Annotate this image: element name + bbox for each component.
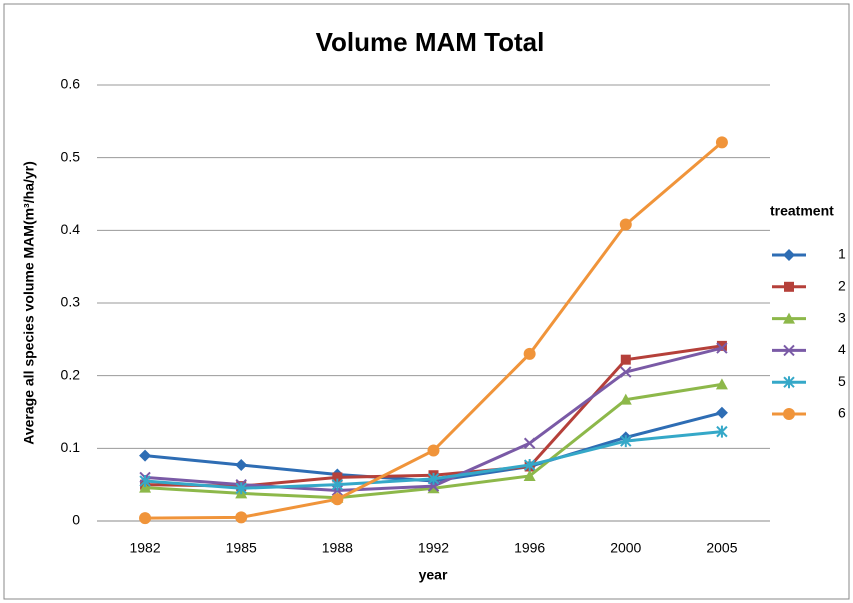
legend-label: 3 [838, 309, 846, 325]
marker [427, 472, 440, 485]
marker [783, 312, 795, 324]
y-axis-label: Average all species volume MAM(m³/ha/yr) [21, 161, 37, 444]
x-tick-label: 2000 [610, 540, 641, 556]
y-tick-label: 0.3 [61, 294, 81, 310]
marker [331, 478, 344, 491]
x-tick-label: 1996 [514, 540, 545, 556]
marker [139, 481, 152, 493]
marker [620, 354, 631, 365]
marker [715, 136, 728, 149]
marker [427, 444, 440, 457]
legend-label: 1 [838, 246, 846, 262]
marker [716, 425, 728, 438]
marker [235, 511, 248, 524]
legend-label: 6 [838, 405, 846, 421]
marker [716, 342, 728, 354]
y-tick-label: 0.5 [61, 148, 81, 164]
legend-title: treatment [770, 203, 834, 219]
marker [139, 449, 152, 462]
marker [783, 408, 795, 420]
y-tick-label: 0.6 [61, 76, 81, 92]
x-tick-label: 1982 [129, 540, 160, 556]
x-tick-label: 1988 [322, 540, 353, 556]
marker [715, 406, 728, 419]
marker [427, 482, 440, 494]
x-tick-label: 1985 [226, 540, 257, 556]
y-tick-label: 0.2 [61, 366, 81, 382]
marker [783, 344, 795, 357]
chart-title: Volume MAM Total [316, 27, 545, 57]
marker [139, 512, 152, 525]
marker [620, 435, 632, 448]
marker [619, 218, 632, 231]
marker [716, 340, 727, 351]
chart-border [3, 3, 850, 600]
marker [523, 437, 536, 449]
marker [235, 482, 247, 495]
x-tick-label: 1992 [418, 540, 449, 556]
marker [783, 376, 795, 389]
marker [619, 393, 632, 405]
y-tick-label: 0.1 [61, 439, 81, 455]
marker [523, 347, 536, 360]
x-axis-label: year [419, 567, 448, 583]
legend-label: 2 [838, 278, 846, 294]
marker [783, 249, 795, 261]
legend-label: 4 [838, 341, 846, 357]
marker [235, 459, 248, 472]
marker [332, 472, 343, 483]
x-tick-label: 2005 [706, 540, 737, 556]
marker [784, 281, 794, 292]
marker [139, 475, 151, 488]
marker [715, 378, 728, 390]
y-tick-label: 0 [72, 512, 80, 528]
marker [620, 366, 632, 378]
marker [523, 469, 536, 481]
legend-label: 5 [838, 373, 846, 389]
y-tick-label: 0.4 [61, 221, 81, 237]
marker [523, 459, 536, 472]
marker [331, 493, 344, 506]
